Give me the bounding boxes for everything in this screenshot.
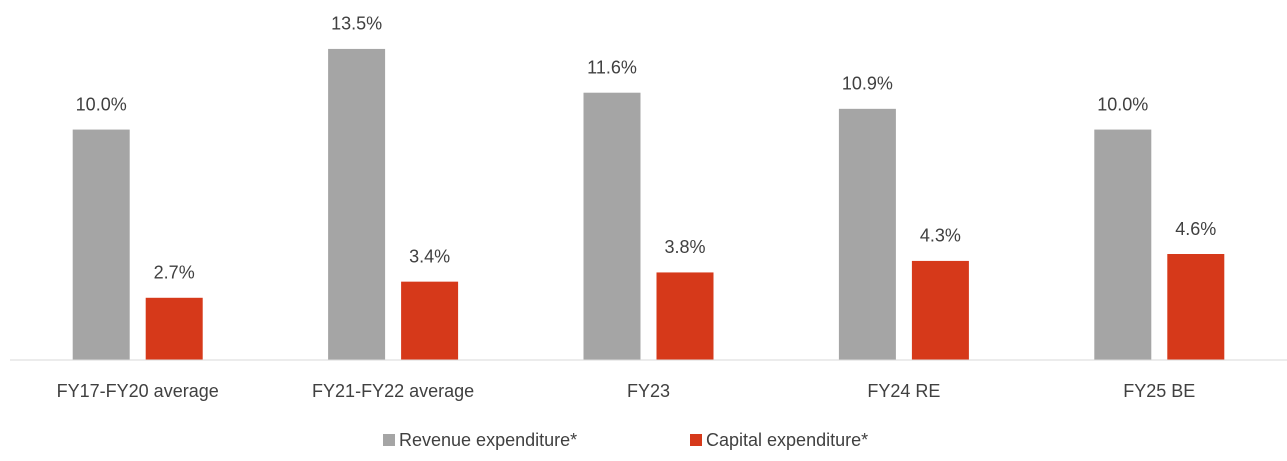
data-label: 3.4%	[409, 246, 450, 266]
data-label: 10.9%	[842, 74, 893, 94]
bar	[401, 281, 459, 360]
bar	[656, 272, 714, 360]
bar	[583, 92, 641, 361]
legend-swatch	[690, 434, 702, 446]
data-label: 10.0%	[1097, 94, 1148, 114]
data-label: 2.7%	[154, 263, 195, 283]
bar	[328, 48, 386, 361]
bar	[1167, 254, 1225, 360]
data-label: 4.3%	[920, 226, 961, 246]
data-label: 13.5%	[331, 14, 382, 34]
bar	[72, 129, 130, 360]
x-tick-label: FY17-FY20 average	[57, 381, 219, 401]
legend-label: Capital expenditure*	[706, 430, 868, 450]
legend-label: Revenue expenditure*	[399, 430, 577, 450]
x-tick-label: FY21-FY22 average	[312, 381, 474, 401]
x-tick-label: FY25 BE	[1123, 381, 1195, 401]
legend-swatch	[383, 434, 395, 446]
bar	[145, 297, 203, 360]
data-label: 3.8%	[664, 237, 705, 257]
bar	[911, 260, 969, 360]
x-tick-label: FY24 RE	[867, 381, 940, 401]
bar	[1094, 129, 1152, 360]
data-label: 10.0%	[76, 94, 127, 114]
bar	[838, 108, 896, 360]
data-label: 11.6%	[587, 57, 637, 77]
x-tick-label: FY23	[627, 381, 670, 401]
data-label: 4.6%	[1175, 219, 1216, 239]
